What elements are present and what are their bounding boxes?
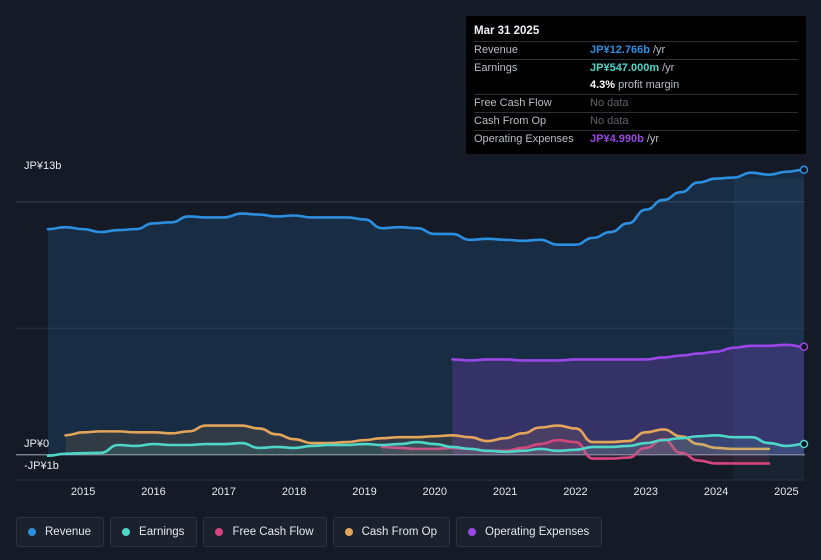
y-axis-label-zero: JP¥0: [24, 438, 50, 450]
x-tick-label: 2023: [634, 486, 658, 498]
tooltip-row-unit: /yr: [652, 44, 666, 56]
legend-dot-icon: [344, 528, 353, 536]
legend-item-earnings[interactable]: Earnings: [110, 517, 198, 547]
tooltip-row-value: 4.3%: [590, 79, 616, 91]
tooltip-row-unit: /yr: [662, 62, 675, 74]
tooltip-row-unit: /yr: [646, 133, 660, 145]
tooltip-row-label: Revenue: [474, 44, 519, 56]
tooltip-row: Revenue JP¥12.766b/yr: [474, 41, 798, 59]
data-tooltip: Mar 31 2025 Revenue JP¥12.766b/yr Earnings…: [466, 16, 806, 154]
legend-item-free-cash-flow[interactable]: Free Cash Flow: [203, 517, 327, 547]
tooltip-row-label: Free Cash Flow: [474, 97, 552, 109]
legend-dot-icon: [28, 528, 36, 536]
earnings-area: [48, 435, 804, 456]
legend-label: Free Cash Flow: [232, 526, 314, 538]
cfo-line: [64, 424, 771, 451]
legend-label: Operating Expenses: [485, 526, 590, 538]
tooltip-row: Free Cash Flow No data: [474, 94, 798, 112]
x-tick-label: 2017: [212, 486, 236, 498]
legend-item-revenue[interactable]: Revenue: [16, 517, 105, 547]
legend-dot-icon: [215, 528, 224, 536]
tooltip-row-label: [474, 77, 590, 94]
past-year-highlight: [733, 178, 804, 480]
chart-legend: Revenue Earnings Free Cash Flow Cash From O…: [16, 517, 603, 547]
gridlines: [16, 201, 805, 481]
tooltip-row-value: No data: [590, 115, 629, 127]
opex-end-marker: [799, 342, 809, 352]
x-tick-label: 2015: [71, 486, 95, 498]
x-tick-label: 2018: [282, 486, 306, 498]
legend-label: Earnings: [139, 526, 185, 538]
tooltip-row: Operating Expenses JP¥4.990b/yr: [474, 130, 798, 148]
tooltip-date: Mar 31 2025: [474, 25, 540, 37]
x-tick-label: 2022: [563, 486, 587, 498]
fcf-line: [380, 437, 771, 465]
x-tick-label: 2025: [774, 486, 798, 498]
x-tick-label: 2020: [423, 486, 447, 498]
revenue-area: [48, 169, 804, 455]
tooltip-row-unit: profit margin: [618, 79, 680, 91]
series-layer: [46, 165, 809, 465]
tooltip-row-label: Operating Expenses: [474, 133, 574, 145]
x-tick-label: 2019: [352, 486, 376, 498]
legend-label: Cash From Op: [361, 526, 438, 538]
tooltip-row-label: Earnings: [474, 62, 518, 74]
financial-chart: 2015 2016 2017 2018 2019 2020 2021 2022 2023 2024…: [16, 165, 809, 498]
y-axis-label-top: JP¥13b: [24, 160, 62, 172]
revenue-end-marker: [799, 165, 809, 175]
y-axis-label-bottom: -JP¥1b: [24, 460, 59, 472]
legend-dot-icon: [468, 528, 477, 536]
legend-label: Revenue: [45, 526, 92, 538]
earnings-end-marker: [799, 439, 809, 449]
revenue-line: [46, 168, 806, 246]
x-tick-label: 2024: [704, 486, 728, 498]
opex-line: [451, 343, 806, 362]
tooltip-row: Earnings JP¥547.000m/yr: [474, 59, 798, 77]
x-tick-label: 2021: [493, 486, 517, 498]
x-axis-ticks: 2015 2016 2017 2018 2019 2020 2021 2022 2023 2024…: [71, 486, 799, 498]
x-tick-label: 2016: [141, 486, 165, 498]
tooltip-row-label: Cash From Op: [474, 115, 547, 127]
tooltip-row-value: JP¥12.766b: [590, 44, 650, 56]
legend-item-operating-expenses[interactable]: Operating Expenses: [456, 517, 603, 547]
tooltip-row-value: JP¥4.990b: [590, 133, 644, 145]
legend-dot-icon: [122, 528, 131, 536]
earnings-line: [46, 433, 806, 457]
legend-item-cash-from-op[interactable]: Cash From Op: [332, 517, 451, 547]
tooltip-row: Cash From Op No data: [474, 112, 798, 130]
fcf-area: [382, 439, 769, 464]
tooltip-row: 4.3% profit margin: [474, 77, 798, 94]
tooltip-row-value: JP¥547.000m: [590, 62, 660, 74]
tooltip-row-value: No data: [590, 97, 629, 109]
